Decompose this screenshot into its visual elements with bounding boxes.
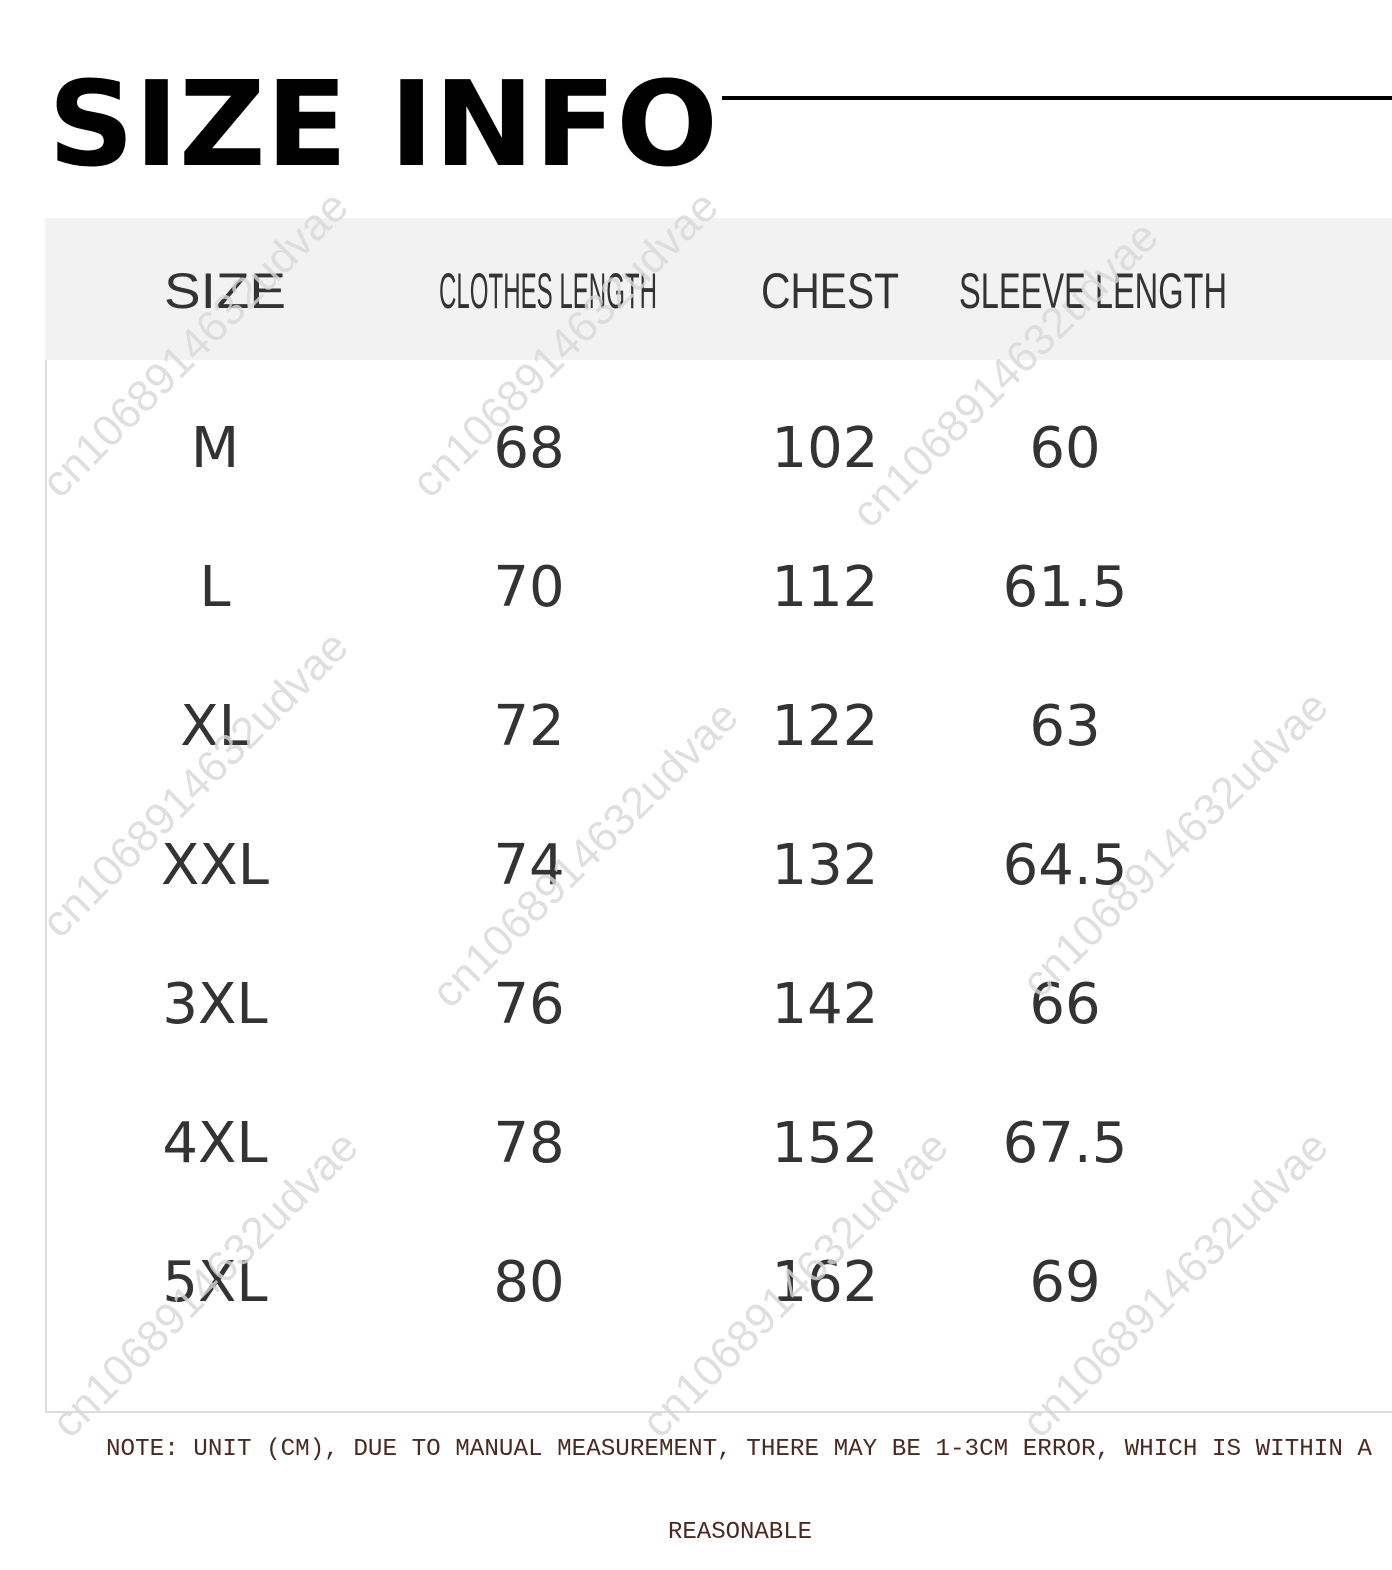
table-cell: 76 bbox=[493, 972, 564, 1037]
column-header: SLEEVE LENGTH bbox=[959, 263, 1227, 319]
note: NOTE: UNIT (CM), DUE TO MANUAL MEASUREME… bbox=[106, 1436, 1373, 1463]
title: SIZE INFO bbox=[48, 55, 718, 193]
table-cell: 102 bbox=[772, 416, 879, 481]
table-cell: 74 bbox=[493, 833, 564, 898]
column-header: CLOTHES LENGTH bbox=[439, 263, 657, 319]
table-cell: XL bbox=[180, 694, 250, 759]
table-cell: 66 bbox=[1029, 972, 1100, 1037]
table-cell: 142 bbox=[772, 972, 879, 1037]
table-cell: 72 bbox=[493, 694, 564, 759]
table-cell: 78 bbox=[493, 1111, 564, 1176]
table-cell: 5XL bbox=[162, 1250, 267, 1315]
watermark: cn1068914632udvae bbox=[422, 692, 747, 1017]
table-cell: 132 bbox=[772, 833, 879, 898]
table-cell: XXL bbox=[161, 833, 269, 898]
table-cell: 162 bbox=[772, 1250, 879, 1315]
table-cell: M bbox=[191, 416, 239, 481]
table-cell: 60 bbox=[1029, 416, 1100, 481]
column-header: CHEST bbox=[761, 263, 899, 319]
table-cell: 70 bbox=[493, 555, 564, 620]
table-cell: 69 bbox=[1029, 1250, 1100, 1315]
table-cell: 152 bbox=[772, 1111, 879, 1176]
column-header: SIZE bbox=[164, 263, 286, 319]
table-cell: 63 bbox=[1029, 694, 1100, 759]
note: REASONABLE bbox=[668, 1519, 812, 1546]
table-cell: 4XL bbox=[162, 1111, 267, 1176]
table-cell: 68 bbox=[493, 416, 564, 481]
table-cell: 122 bbox=[772, 694, 879, 759]
table-cell: 3XL bbox=[162, 972, 267, 1037]
table-cell: 80 bbox=[493, 1250, 564, 1315]
table-cell: L bbox=[199, 555, 230, 620]
table-cell: 112 bbox=[772, 555, 879, 620]
table-cell: 67.5 bbox=[1003, 1111, 1128, 1176]
header-band bbox=[45, 218, 1392, 360]
watermark: cn1068914632udvae bbox=[32, 622, 357, 947]
table-cell: 61.5 bbox=[1003, 555, 1128, 620]
table-cell: 64.5 bbox=[1003, 833, 1128, 898]
